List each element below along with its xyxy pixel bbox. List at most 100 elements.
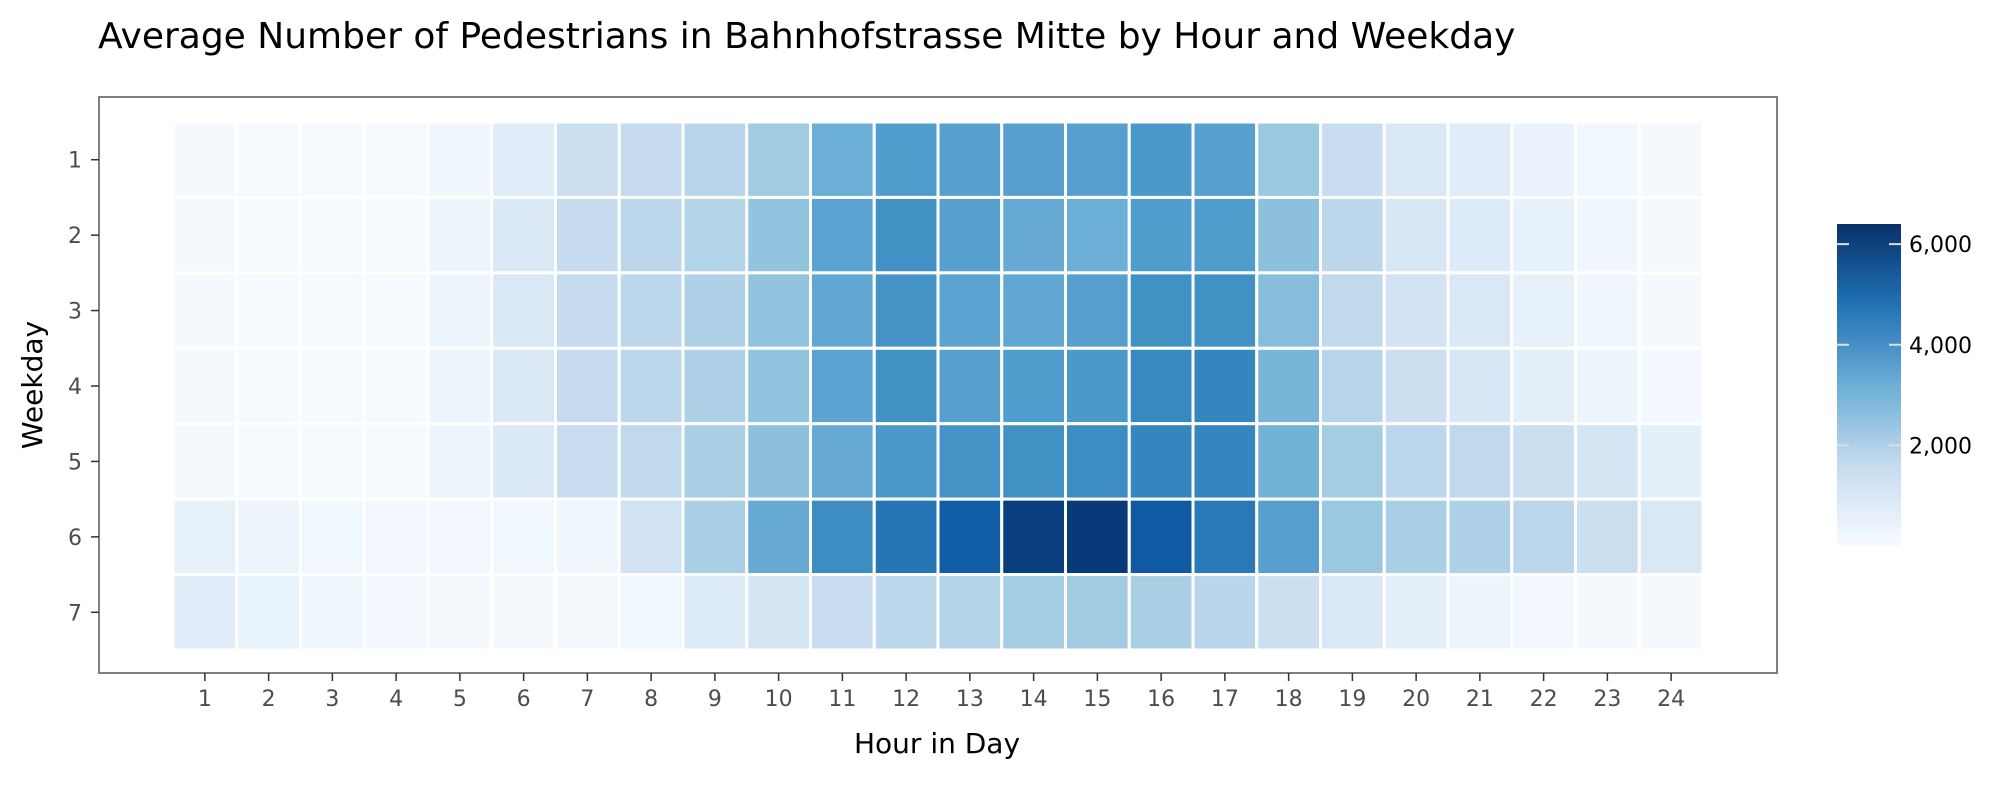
x-tick-label: 9	[708, 687, 722, 712]
heatmap-cell	[1127, 271, 1195, 350]
y-tick-label: 7	[68, 601, 82, 626]
heatmap-cell	[362, 497, 430, 577]
heatmap-cell	[936, 346, 1004, 426]
heatmap-cell	[1255, 497, 1322, 577]
heatmap-cell	[171, 120, 239, 199]
x-tick-label: 24	[1657, 687, 1685, 712]
heatmap-cell	[299, 346, 366, 426]
heatmap-cell	[1637, 120, 1705, 199]
chart-title: Average Number of Pedestrians in Bahnhof…	[98, 16, 1515, 57]
heatmap-cell	[809, 422, 876, 501]
heatmap-cell	[1255, 195, 1322, 275]
heatmap-cell	[1446, 195, 1514, 275]
heatmap-cell	[1319, 195, 1386, 275]
heatmap-cell	[299, 271, 366, 350]
heatmap-cell	[809, 195, 876, 275]
heatmap-cell	[299, 573, 366, 652]
heatmap-cell	[681, 120, 749, 199]
heatmap-cell	[1574, 573, 1641, 652]
heatmap-cell	[554, 346, 621, 426]
heatmap-cell	[1191, 195, 1259, 275]
y-tick-label: 4	[68, 375, 82, 400]
heatmap-cell	[362, 120, 430, 199]
heatmap-cell	[426, 195, 494, 275]
x-tick-label: 3	[325, 687, 339, 712]
heatmap-cell	[1319, 422, 1386, 501]
heatmap-cell	[299, 497, 366, 577]
heatmap-cell	[1127, 422, 1195, 501]
heatmap-cell	[362, 422, 430, 501]
heatmap-cell	[426, 497, 494, 577]
heatmap-cell	[1510, 195, 1577, 275]
heatmap-cell	[1382, 573, 1450, 652]
heatmap-cell	[872, 120, 940, 199]
heatmap-cell	[1637, 195, 1705, 275]
x-tick-label: 13	[956, 687, 984, 712]
y-tick-label: 3	[68, 300, 82, 325]
heatmap-cell	[1127, 346, 1195, 426]
heatmap-cell	[936, 120, 1004, 199]
x-tick-label: 23	[1593, 687, 1621, 712]
heatmap-cell	[1319, 573, 1386, 652]
heatmap-cell	[936, 271, 1004, 350]
heatmap-cell	[1127, 195, 1195, 275]
heatmap-cell	[554, 120, 621, 199]
heatmap-cell	[1255, 271, 1322, 350]
heatmap-cell	[1127, 497, 1195, 577]
heatmap-cell	[1191, 497, 1259, 577]
heatmap-cell	[362, 195, 430, 275]
x-tick-label: 12	[892, 687, 920, 712]
heatmap-cell	[490, 195, 557, 275]
heatmap-cell	[426, 271, 494, 350]
heatmap-cell	[1510, 346, 1577, 426]
heatmap-cell	[1064, 346, 1131, 426]
heatmap-cell	[1191, 573, 1259, 652]
heatmap-cell	[490, 120, 557, 199]
heatmap-cell	[745, 422, 812, 501]
heatmap-cell	[1000, 573, 1067, 652]
heatmap-cell	[1446, 422, 1514, 501]
heatmap-cell	[872, 573, 940, 652]
heatmap-cell	[490, 271, 557, 350]
heatmap-cell	[809, 346, 876, 426]
x-tick-label: 1	[198, 687, 212, 712]
heatmap-cell	[1064, 497, 1131, 577]
heatmap-cell	[936, 573, 1004, 652]
heatmap-cell	[1064, 120, 1131, 199]
heatmap-cell	[809, 573, 876, 652]
heatmap-cell	[617, 497, 685, 577]
x-tick-label: 21	[1466, 687, 1494, 712]
heatmap-cell	[809, 271, 876, 350]
colorbar-tick-label: 6,000	[1909, 233, 1972, 258]
heatmap-cell	[235, 346, 302, 426]
heatmap-cell	[617, 346, 685, 426]
heatmap-cell	[1255, 422, 1322, 501]
heatmap-cell	[1255, 346, 1322, 426]
colorbar-tick-label: 2,000	[1909, 434, 1972, 459]
heatmap-cell	[1510, 573, 1577, 652]
heatmap-cell	[1319, 120, 1386, 199]
heatmap-cell	[745, 497, 812, 577]
heatmap-cell	[1446, 271, 1514, 350]
heatmap-cell	[1510, 422, 1577, 501]
heatmap-cell	[171, 497, 239, 577]
y-axis-title: Weekday	[16, 321, 49, 449]
heatmap-cell	[1127, 120, 1195, 199]
heatmap-cell	[1637, 422, 1705, 501]
heatmap-cell	[1255, 120, 1322, 199]
heatmap-cell	[1637, 497, 1705, 577]
heatmap-cell	[1510, 497, 1577, 577]
heatmap-cell	[299, 195, 366, 275]
heatmap-cell	[362, 346, 430, 426]
heatmap-cell	[809, 120, 876, 199]
heatmap-cell	[1000, 497, 1067, 577]
heatmap-cell	[745, 573, 812, 652]
heatmap-cell	[1127, 573, 1195, 652]
heatmap-cell	[1382, 422, 1450, 501]
heatmap-cell	[1255, 573, 1322, 652]
heatmap-cell	[1446, 120, 1514, 199]
heatmap-cell	[554, 497, 621, 577]
heatmap-cell	[426, 422, 494, 501]
heatmap-cell	[1382, 497, 1450, 577]
heatmap-cell	[1637, 573, 1705, 652]
